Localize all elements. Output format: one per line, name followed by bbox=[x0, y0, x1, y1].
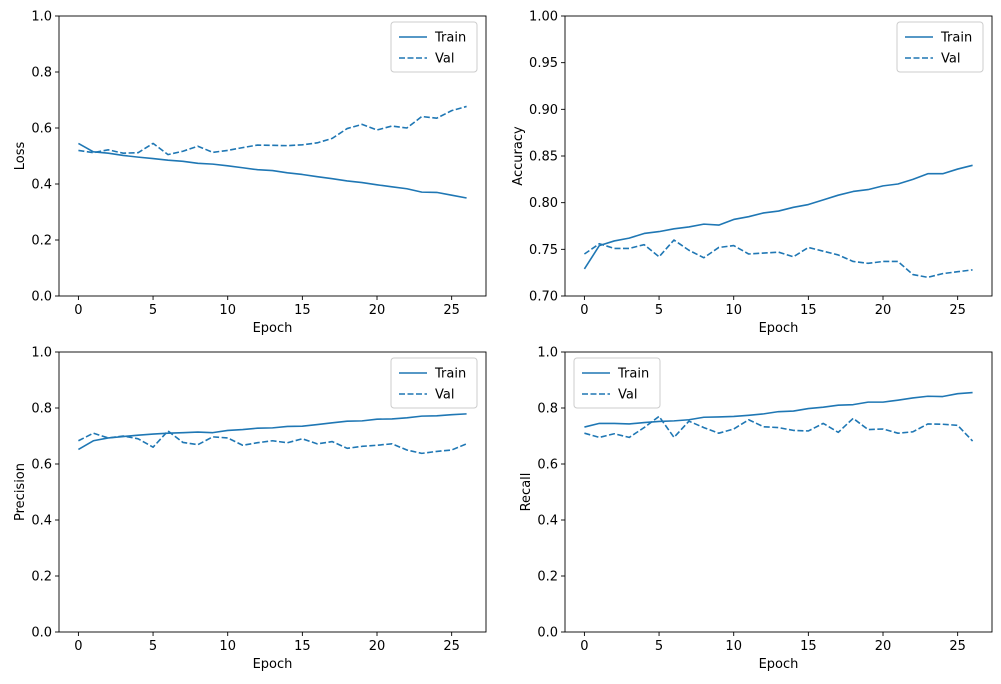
series-line-train bbox=[583, 164, 973, 270]
legend-label-val: Val bbox=[435, 388, 454, 403]
legend: Train Val bbox=[390, 21, 478, 73]
plot-frame bbox=[58, 351, 487, 633]
x-tick-label: 20 bbox=[369, 303, 386, 318]
legend-box bbox=[573, 357, 661, 409]
y-tick-label: 0.2 bbox=[537, 570, 558, 585]
y-tick-label: 0.6 bbox=[31, 122, 52, 137]
y-tick-label: 0.90 bbox=[529, 103, 558, 118]
y-tick-label: 1.0 bbox=[31, 346, 52, 361]
legend-label-train: Train bbox=[617, 367, 649, 382]
x-tick-label: 0 bbox=[580, 303, 588, 318]
x-tick-label: 0 bbox=[74, 303, 82, 318]
x-tick-label: 15 bbox=[294, 639, 311, 654]
legend-box bbox=[896, 21, 984, 73]
series-line-val bbox=[583, 239, 973, 279]
y-axis-label: Accuracy bbox=[511, 126, 526, 186]
y-tick-label: 0.8 bbox=[31, 402, 52, 417]
y-tick-label: 0.8 bbox=[31, 66, 52, 81]
y-axis-label: Recall bbox=[519, 473, 534, 512]
x-tick-label: 15 bbox=[294, 303, 311, 318]
y-tick-label: 1.0 bbox=[537, 346, 558, 361]
y-tick-label: 0.4 bbox=[537, 514, 558, 529]
x-axis-label: Epoch bbox=[253, 321, 293, 336]
legend-label-val: Val bbox=[941, 52, 960, 67]
chart-panel-loss: 0 5 10 15 20 25 0.0 0.2 0.4 0.6 0.8 1.0 Epoch Loss Tra… bbox=[13, 10, 487, 336]
x-tick-label: 5 bbox=[149, 303, 157, 318]
x-tick-label: 20 bbox=[369, 639, 386, 654]
x-tick-label: 10 bbox=[219, 639, 236, 654]
y-tick-label: 0.85 bbox=[529, 150, 558, 165]
plot-frame bbox=[564, 351, 993, 633]
y-tick-label: 1.00 bbox=[529, 10, 558, 25]
x-tick-label: 25 bbox=[949, 303, 966, 318]
y-tick-label: 0.0 bbox=[31, 290, 52, 305]
series-line-train bbox=[78, 142, 467, 199]
y-tick-label: 0.8 bbox=[537, 402, 558, 417]
series-line-val bbox=[584, 415, 974, 442]
series-line-train bbox=[584, 391, 973, 428]
x-tick-label: 20 bbox=[875, 303, 892, 318]
legend: Train Val bbox=[896, 21, 984, 73]
legend-label-train: Train bbox=[434, 31, 466, 46]
y-tick-label: 0.70 bbox=[529, 290, 558, 305]
x-tick-label: 25 bbox=[443, 303, 460, 318]
x-tick-label: 25 bbox=[949, 639, 966, 654]
y-tick-label: 0.2 bbox=[31, 570, 52, 585]
x-tick-label: 5 bbox=[149, 639, 157, 654]
chart-panel-accuracy: 0 5 10 15 20 25 0.70 0.75 0.80 0.85 0.90 0.95 1.00 Ep… bbox=[511, 10, 993, 336]
chart-panel-recall: 0 5 10 15 20 25 0.0 0.2 0.4 0.6 0.8 1.0 Epoch Recall T… bbox=[519, 346, 993, 672]
y-tick-label: 0.0 bbox=[31, 626, 52, 641]
y-axis-label: Loss bbox=[13, 142, 28, 171]
x-tick-label: 15 bbox=[800, 639, 817, 654]
legend: Train Val bbox=[390, 357, 478, 409]
x-tick-label: 20 bbox=[875, 639, 892, 654]
x-tick-label: 10 bbox=[725, 639, 742, 654]
legend-box bbox=[390, 357, 478, 409]
x-axis-label: Epoch bbox=[253, 657, 293, 672]
series-line-val bbox=[78, 430, 467, 455]
x-tick-label: 25 bbox=[443, 639, 460, 654]
x-tick-label: 15 bbox=[800, 303, 817, 318]
series-line-val bbox=[78, 105, 467, 156]
y-tick-label: 0.2 bbox=[31, 234, 52, 249]
y-tick-label: 0.4 bbox=[31, 514, 52, 529]
x-axis-label: Epoch bbox=[759, 657, 799, 672]
legend-label-train: Train bbox=[434, 367, 466, 382]
y-tick-label: 0.95 bbox=[529, 56, 558, 71]
x-tick-label: 5 bbox=[655, 639, 663, 654]
y-axis-label: Precision bbox=[13, 463, 28, 521]
y-tick-label: 1.0 bbox=[31, 10, 52, 25]
x-tick-label: 10 bbox=[725, 303, 742, 318]
legend-box bbox=[390, 21, 478, 73]
y-tick-label: 0.75 bbox=[529, 243, 558, 258]
chart-panel-precision: 0 5 10 15 20 25 0.0 0.2 0.4 0.6 0.8 1.0 Epoch Precisi… bbox=[13, 346, 487, 672]
y-tick-label: 0.80 bbox=[529, 196, 558, 211]
y-tick-label: 0.0 bbox=[537, 626, 558, 641]
x-tick-label: 10 bbox=[219, 303, 236, 318]
legend-label-val: Val bbox=[618, 388, 637, 403]
legend-label-val: Val bbox=[435, 52, 454, 67]
y-tick-label: 0.6 bbox=[537, 458, 558, 473]
plot-frame bbox=[58, 15, 487, 297]
y-tick-label: 0.4 bbox=[31, 178, 52, 193]
y-tick-label: 0.6 bbox=[31, 458, 52, 473]
x-tick-label: 5 bbox=[655, 303, 663, 318]
legend-label-train: Train bbox=[940, 31, 972, 46]
x-tick-label: 0 bbox=[74, 639, 82, 654]
series-line-train bbox=[78, 413, 467, 451]
x-axis-label: Epoch bbox=[759, 321, 799, 336]
legend: Train Val bbox=[573, 357, 661, 409]
x-tick-label: 0 bbox=[580, 639, 588, 654]
